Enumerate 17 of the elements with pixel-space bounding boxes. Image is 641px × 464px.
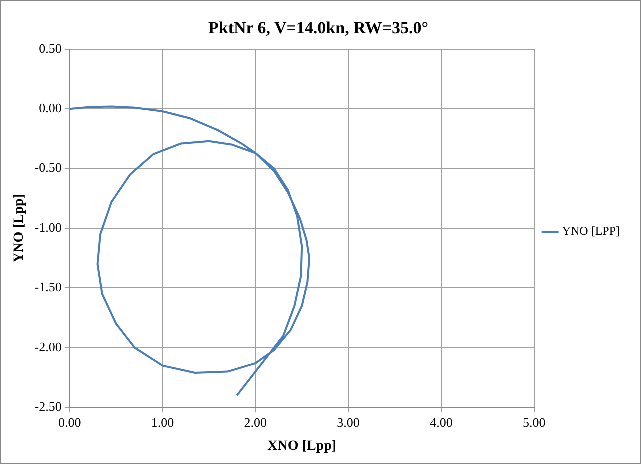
x-tick-label: 1.00	[151, 414, 174, 430]
x-tick-label: 4.00	[430, 414, 453, 430]
chart-title: PktNr 6, V=14.0kn, RW=35.0°	[208, 18, 428, 38]
y-axis-title: YNO [Lpp]	[12, 194, 28, 263]
x-tick-label: 5.00	[522, 414, 546, 430]
x-tick-label: 3.00	[337, 414, 360, 430]
x-tick-label: 2.00	[244, 414, 268, 430]
y-tick-label: -2.50	[34, 399, 62, 414]
y-tick-label: -1.50	[34, 280, 62, 295]
y-tick-label: 0.50	[39, 40, 62, 56]
y-tick-label: -2.00	[34, 339, 62, 354]
x-axis-title: XNO [Lpp]	[268, 439, 337, 454]
x-tick-label: 0.00	[58, 414, 82, 430]
y-tick-label: -0.50	[34, 160, 62, 176]
legend-label: YNO [LPP]	[562, 224, 620, 238]
y-tick-label: -1.00	[34, 220, 62, 235]
y-tick-label: 0.00	[39, 100, 62, 116]
